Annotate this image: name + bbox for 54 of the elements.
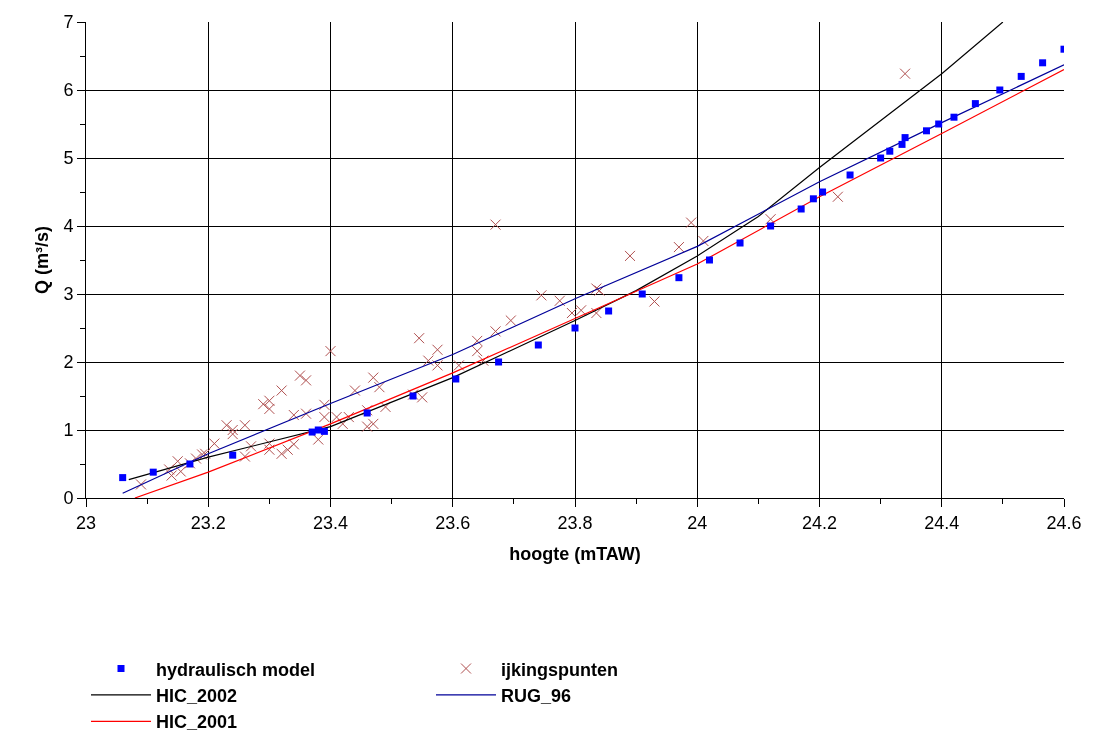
point [971, 100, 979, 108]
y-tick-label: 2 [63, 352, 74, 373]
legend-label: RUG_96 [501, 685, 572, 706]
point [877, 154, 885, 162]
y-tick-label: 3 [63, 284, 74, 305]
point [1039, 59, 1047, 67]
point [675, 274, 683, 282]
point [495, 358, 503, 366]
x-tick-label: 23.6 [435, 512, 471, 533]
point [1017, 72, 1025, 80]
point [736, 239, 744, 247]
x-tick-label: 23.2 [190, 512, 226, 533]
point [229, 451, 237, 459]
point [534, 341, 542, 349]
x-tick-label: 23.8 [557, 512, 593, 533]
point [797, 205, 805, 213]
point [767, 222, 775, 230]
legend-label: HIC_2001 [156, 712, 238, 733]
point [922, 127, 930, 135]
point [638, 290, 646, 298]
point [119, 474, 127, 482]
point [571, 324, 579, 332]
legend-label: hydraulisch model [156, 659, 316, 680]
point [901, 134, 909, 142]
point [605, 307, 613, 315]
x-tick-label: 24.2 [801, 512, 838, 533]
x-tick-label: 24 [687, 512, 708, 533]
y-tick-label: 4 [63, 216, 74, 237]
point [819, 188, 827, 196]
point [149, 468, 157, 476]
legend-label: ijkingspunten [501, 659, 618, 680]
point [452, 375, 460, 383]
x-tick-label: 24.6 [1046, 512, 1082, 533]
point [886, 147, 894, 155]
x-axis-title: hoogte (mTAW) [509, 543, 641, 564]
x-tick-label: 23 [75, 512, 97, 533]
point [935, 120, 943, 128]
point [705, 256, 713, 264]
point [320, 427, 328, 435]
point [996, 86, 1004, 94]
y-tick-label: 1 [63, 420, 74, 441]
y-tick-label: 5 [63, 148, 74, 169]
point [809, 195, 817, 203]
legend-label: HIC_2002 [156, 685, 238, 706]
point [846, 171, 854, 179]
x-tick-label: 23.4 [312, 512, 349, 533]
y-tick-label: 0 [63, 488, 74, 509]
point [898, 140, 906, 148]
point [363, 409, 371, 417]
y-axis-title: Q (m³/s) [31, 225, 52, 295]
y-tick-label: 7 [63, 12, 74, 33]
point [950, 113, 958, 121]
y-tick-label: 6 [63, 80, 74, 101]
x-tick-label: 24.4 [924, 512, 960, 533]
